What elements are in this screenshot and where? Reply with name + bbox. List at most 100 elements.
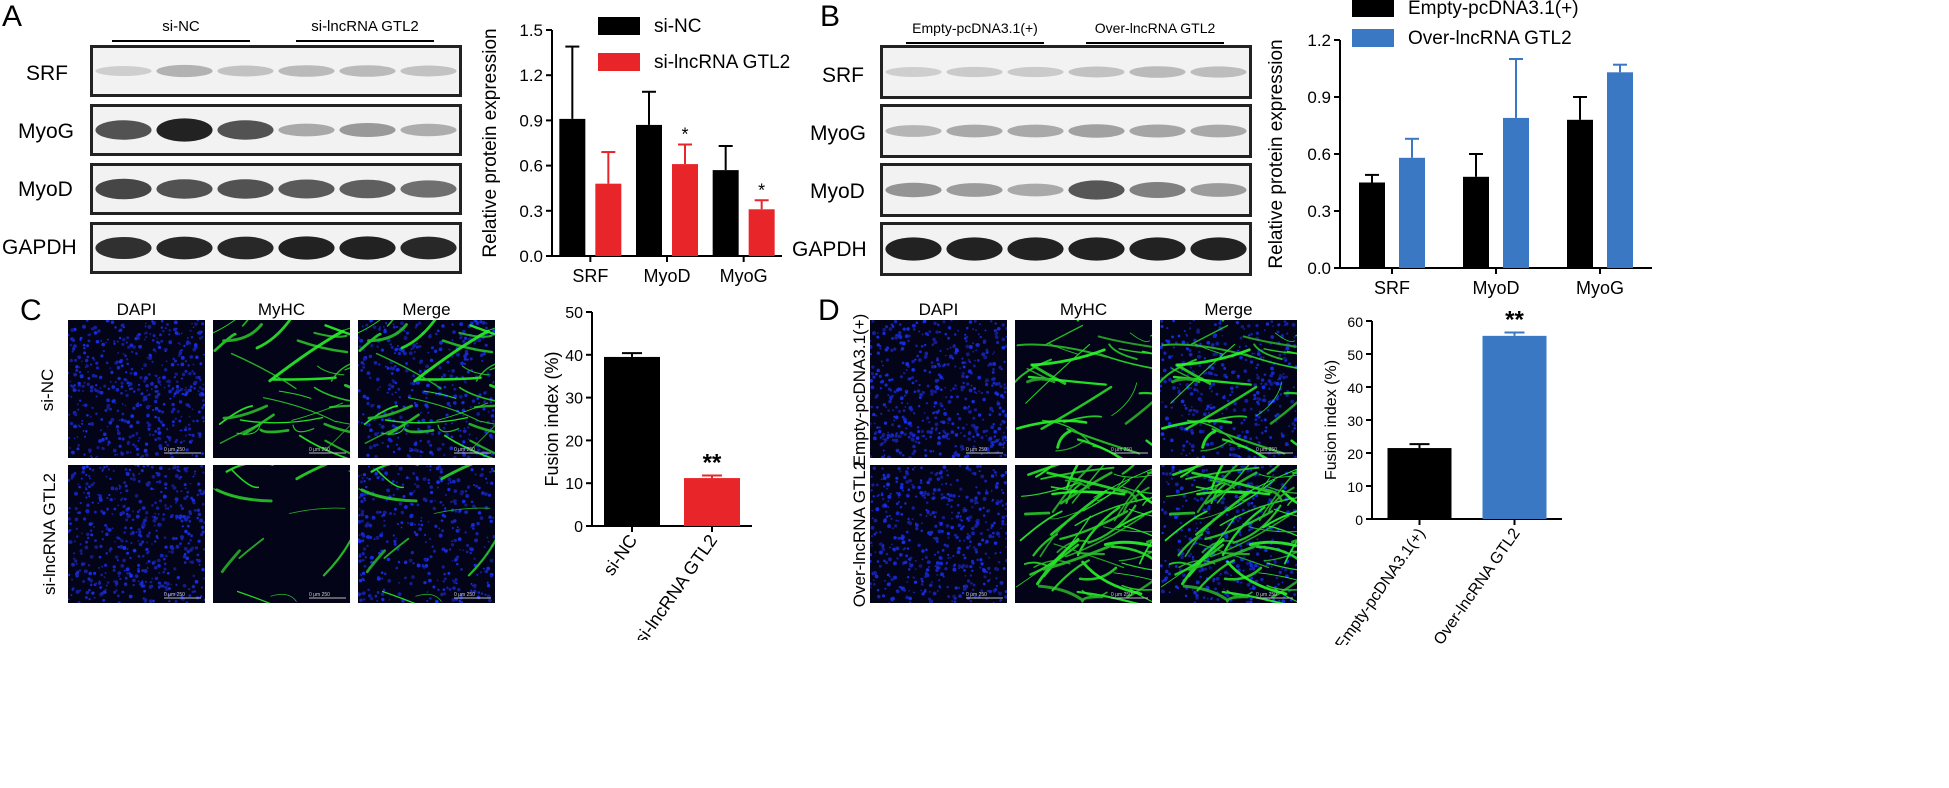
column-header-myhc: MyHC: [257, 300, 306, 319]
y-tick-label: 0.9: [1307, 88, 1331, 107]
row-label-si-lncrna-gtl2: si-lncRNA GTL2: [40, 473, 59, 595]
y-tick-label: 10: [1347, 479, 1363, 495]
group-header-empty-pcdna: Empty-pcDNA3.1(+): [906, 20, 1044, 44]
protein-band: [217, 65, 274, 77]
protein-band: [1190, 237, 1247, 261]
scale-bar-label: 0 μm 250: [309, 592, 330, 598]
column-header-dapi: DAPI: [116, 300, 157, 319]
protein-band: [278, 179, 335, 199]
protein-band: [1068, 180, 1125, 200]
bar: [559, 118, 586, 256]
protein-band: [1007, 237, 1064, 261]
bar: [748, 209, 775, 256]
bar: [684, 478, 740, 526]
protein-band: [339, 122, 396, 138]
x-category-label: si-lncRNA GTL2: [631, 531, 721, 640]
y-tick-label: 10: [565, 476, 583, 493]
column-header-myhc: MyHC: [1059, 300, 1108, 319]
legend-entry: si-NC: [654, 16, 702, 37]
scale-bar-label: 0 μm 250: [1256, 592, 1277, 598]
protein-band: [217, 179, 274, 199]
x-category-label: MyoD: [643, 266, 690, 286]
significance-marker: *: [758, 180, 765, 200]
protein-band: [885, 125, 942, 137]
scale-bar-label: 0 μm 250: [1111, 592, 1132, 598]
protein-band: [400, 236, 457, 260]
legend-swatch: [598, 17, 640, 35]
legend-entry: si-lncRNA GTL2: [654, 52, 790, 73]
group-header-line: [906, 42, 1044, 44]
micrograph-dapi-si-lncrna-gtl2: 0 μm 250: [68, 465, 205, 603]
bar: [604, 356, 660, 526]
y-tick-label: 60: [1347, 314, 1363, 330]
blot-label-srf: SRF: [822, 64, 864, 87]
protein-band: [1190, 66, 1247, 78]
micrograph-merge-si-lncrna-gtl2: 0 μm 250: [358, 465, 495, 603]
western-blot-myog: [880, 104, 1252, 158]
column-header-merge: Merge: [402, 300, 451, 319]
scale-bar-label: 0 μm 250: [164, 447, 185, 453]
x-category-label: MyoG: [720, 266, 768, 286]
micrograph-myhc-si-nc: 0 μm 250: [213, 320, 350, 458]
western-blot-myod: [880, 163, 1252, 217]
legend-swatch: [1352, 29, 1394, 47]
bar: [712, 170, 739, 256]
protein-band: [1068, 124, 1125, 138]
significance-marker: **: [703, 449, 722, 476]
y-tick-label: 0.6: [519, 157, 543, 176]
y-tick-label: 50: [1347, 347, 1363, 363]
group-header-si-nc: si-NC: [112, 18, 250, 42]
protein-band: [1129, 182, 1186, 198]
protein-band: [946, 237, 1003, 261]
x-category-label: si-NC: [599, 531, 641, 579]
protein-band: [95, 178, 152, 200]
y-axis-label: Fusion index (%): [542, 351, 562, 486]
bar: [1399, 157, 1425, 268]
y-tick-label: 1.2: [1307, 31, 1331, 50]
protein-band: [1007, 183, 1064, 197]
legend-swatch: [1352, 0, 1394, 17]
bar: [595, 183, 622, 256]
blot-label-srf: SRF: [26, 62, 68, 85]
scale-bar-label: 0 μm 250: [454, 592, 475, 598]
protein-band: [1068, 237, 1125, 261]
x-category-label: Empty-pcDNA3.1(+): [1332, 526, 1428, 645]
bar: [1482, 335, 1547, 519]
y-axis-label: Relative protein expression: [480, 28, 501, 257]
micrograph-dapi-si-nc: 0 μm 250: [68, 320, 205, 458]
y-tick-label: 0.3: [519, 202, 543, 221]
micrograph-dapi-empty: 0 μm 250: [870, 320, 1007, 458]
bar: [1387, 448, 1452, 519]
protein-band: [946, 183, 1003, 197]
legend-swatch: [598, 53, 640, 71]
blot-label-gapdh: GAPDH: [792, 238, 867, 261]
group-header-label: Empty-pcDNA3.1(+): [912, 20, 1038, 36]
blot-label-myod: MyoD: [810, 180, 865, 203]
y-tick-label: 1.5: [519, 21, 543, 40]
western-blot-srf: [880, 45, 1252, 99]
protein-band: [278, 123, 335, 137]
y-tick-label: 40: [1347, 380, 1363, 396]
protein-band: [946, 66, 1003, 78]
micrograph-merge-over: 0 μm 250: [1160, 465, 1297, 603]
x-category-label: MyoG: [1576, 278, 1624, 298]
blot-label-myog: MyoG: [810, 122, 867, 145]
protein-band: [1068, 66, 1125, 78]
scale-bar-label: 0 μm 250: [1111, 447, 1132, 453]
y-tick-label: 1.2: [519, 66, 543, 85]
scale-bar-label: 0 μm 250: [309, 447, 330, 453]
y-tick-label: 0.3: [1307, 202, 1331, 221]
protein-band: [95, 236, 152, 260]
scale-bar-label: 0 μm 250: [1256, 447, 1277, 453]
protein-band: [400, 123, 457, 137]
scale-bar-label: 0 μm 250: [454, 447, 475, 453]
group-header-label: si-lncRNA GTL2: [311, 18, 419, 35]
group-header-label: si-NC: [162, 18, 200, 35]
panel-letter-a: A: [2, 0, 23, 33]
y-tick-label: 30: [565, 391, 583, 408]
column-header-merge: Merge: [1204, 300, 1253, 319]
protein-band: [156, 179, 213, 199]
micrograph-dapi-over: 0 μm 250: [870, 465, 1007, 603]
micrograph-myhc-si-lncrna-gtl2: 0 μm 250: [213, 465, 350, 603]
protein-band: [217, 236, 274, 260]
